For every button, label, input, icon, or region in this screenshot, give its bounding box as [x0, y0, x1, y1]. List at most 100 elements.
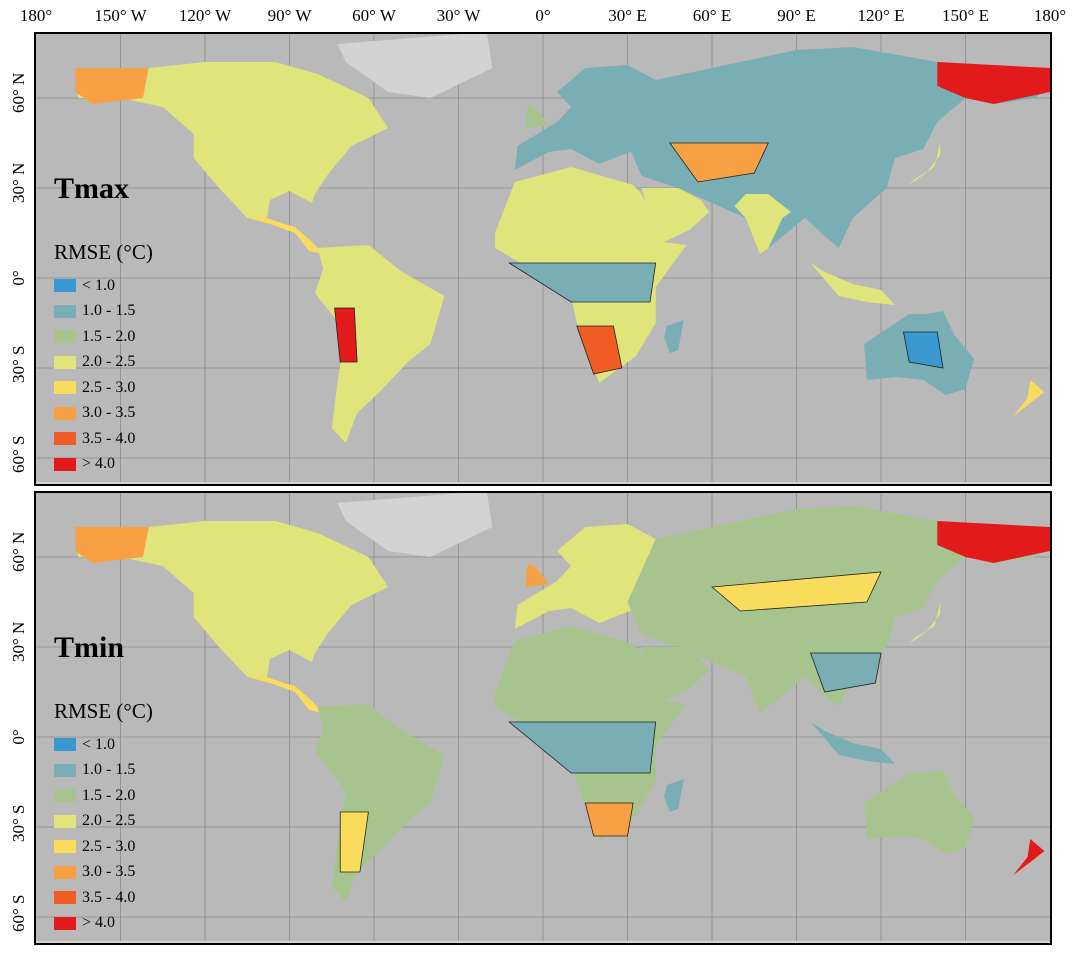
legend-label: 1.5 - 2.0	[82, 327, 136, 345]
legend-label: 1.0 - 1.5	[82, 302, 136, 320]
longitude-label: 180°	[1033, 6, 1067, 25]
legend-swatch	[54, 789, 76, 803]
longitude-label: 90° E	[777, 6, 816, 25]
greenland-region	[337, 34, 493, 98]
legend-label: 2.0 - 2.5	[82, 812, 136, 830]
legend-swatch	[54, 840, 76, 854]
indonesia-region	[810, 722, 896, 764]
longitude-label: 90° W	[267, 6, 312, 25]
madagascar-region	[664, 779, 684, 812]
asia-region	[627, 506, 1050, 707]
land-masses	[36, 34, 1050, 484]
southern-africa-patch	[576, 325, 623, 375]
andes-patch	[334, 307, 358, 363]
legend-swatch	[54, 330, 76, 344]
india-region	[734, 194, 791, 254]
legend-label: 3.5 - 4.0	[82, 888, 136, 906]
longitude-label: 150° E	[942, 6, 989, 25]
rus_e-region	[937, 521, 1050, 563]
legend-swatch	[54, 279, 76, 293]
legend-label: 3.5 - 4.0	[82, 429, 136, 447]
antarctica-region	[36, 941, 1050, 943]
longitude-label: 120° W	[178, 6, 232, 25]
legend-label: 2.0 - 2.5	[82, 353, 136, 371]
central-africa-patch	[508, 721, 657, 774]
legend-item: > 4.0	[54, 452, 153, 478]
indonesia-region	[810, 263, 896, 305]
legend-label: < 1.0	[82, 735, 116, 753]
centralAm-region	[247, 677, 324, 713]
australia-region	[864, 770, 974, 854]
legend-item: < 1.0	[54, 732, 153, 758]
northAm-region	[75, 521, 389, 677]
latitude-label: 30° S	[9, 345, 28, 383]
legend-swatch	[54, 457, 76, 471]
nz-region	[1013, 839, 1045, 875]
latitude-label: 0°	[9, 270, 28, 286]
asia-region	[627, 47, 1050, 248]
longitude-label: 60° W	[352, 6, 396, 25]
central-africa-patch	[507, 262, 657, 303]
latitude-label: 30° S	[9, 804, 28, 842]
legend-label: > 4.0	[82, 914, 116, 932]
arabia-region	[641, 647, 710, 701]
longitude-label: 60° E	[692, 6, 732, 25]
antarctica-region	[36, 482, 1050, 484]
legend-item: 2.0 - 2.5	[54, 809, 153, 835]
patagonia-patch	[339, 811, 369, 873]
legend-item: > 4.0	[54, 911, 153, 937]
legend-label: < 1.0	[82, 276, 116, 294]
central-asia-patch	[669, 142, 769, 183]
southeast-asia-patch	[810, 652, 882, 693]
longitude-label: 150° W	[94, 6, 147, 25]
legend-swatch	[54, 814, 76, 828]
central-asia-patch	[711, 571, 882, 612]
legend-swatch	[54, 432, 76, 446]
legend-label: 2.5 - 3.0	[82, 837, 136, 855]
longitude-label: 30° W	[436, 6, 481, 25]
legend-swatch	[54, 304, 76, 318]
legend-item: 1.5 - 2.0	[54, 783, 153, 809]
centralAm-region	[247, 218, 324, 254]
legend-swatch	[54, 738, 76, 752]
legend-title: RMSE (°C)	[54, 699, 153, 723]
northAm-region	[75, 62, 389, 218]
japan-region	[909, 602, 941, 644]
legend-label: 3.0 - 3.5	[82, 404, 136, 422]
legend-item: 2.0 - 2.5	[54, 350, 153, 376]
legend-label: 3.0 - 3.5	[82, 863, 136, 881]
australia-interior-patch	[903, 331, 944, 369]
india-region	[734, 653, 791, 713]
legend-item: 1.0 - 1.5	[54, 758, 153, 784]
tmax-map-panel: Tmax RMSE (°C) < 1.0 1.0 - 1.5 1.5 - 2.0 2.…	[34, 32, 1052, 486]
legend-item: 1.5 - 2.0	[54, 324, 153, 350]
tmin-map-panel: Tmin RMSE (°C) < 1.0 1.0 - 1.5 1.5 - 2.0 2.…	[34, 491, 1052, 945]
legend-swatch	[54, 763, 76, 777]
land-masses	[36, 493, 1050, 943]
legend-item: 3.5 - 4.0	[54, 426, 153, 452]
legend-item: 3.5 - 4.0	[54, 885, 153, 911]
rmse-legend: RMSE (°C) < 1.0 1.0 - 1.5 1.5 - 2.0 2.0 - 2…	[54, 699, 153, 936]
legend-item: 3.0 - 3.5	[54, 860, 153, 886]
alaskaE-region	[75, 527, 149, 563]
southAm-region	[314, 704, 445, 902]
rmse-legend: RMSE (°C) < 1.0 1.0 - 1.5 1.5 - 2.0 2.0 - 2…	[54, 240, 153, 477]
greenland-region	[337, 493, 493, 557]
latitude-label: 60° S	[9, 435, 28, 473]
legend-label: 1.5 - 2.0	[82, 786, 136, 804]
legend-label: > 4.0	[82, 455, 116, 473]
longitude-label: 120° E	[857, 6, 905, 25]
latitude-label: 60° N	[9, 531, 28, 572]
latitude-label: 30° N	[9, 162, 28, 203]
latitude-label: 60° S	[9, 894, 28, 932]
arabia-region	[641, 188, 710, 242]
nz-region	[1013, 380, 1045, 416]
legend-swatch	[54, 355, 76, 369]
tmin-map	[36, 493, 1050, 943]
latitude-label: 0°	[9, 729, 28, 745]
uk-region	[526, 563, 549, 587]
rus_e-region	[937, 62, 1050, 104]
panel-title: Tmin	[54, 631, 125, 664]
latitude-label: 60° N	[9, 72, 28, 113]
longitude-label: 30° E	[608, 6, 647, 25]
